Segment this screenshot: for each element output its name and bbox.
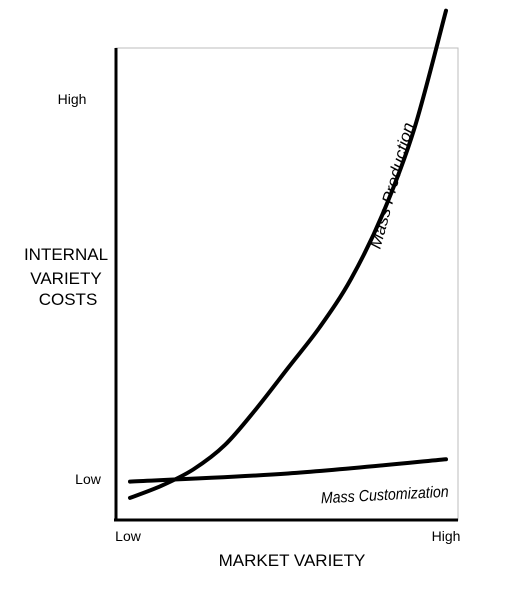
x-tick-low: Low	[115, 528, 142, 544]
y-tick-high: High	[58, 91, 87, 107]
mass-production-curve	[128, 8, 448, 500]
y-axis-title-line-1: INTERNAL	[24, 245, 108, 264]
mass-customization-curve	[128, 457, 448, 484]
mass-customization-label: Mass Customization	[320, 484, 449, 508]
x-axis-title: MARKET VARIETY	[219, 551, 366, 570]
y-axis-title-line-2: VARIETY	[30, 269, 101, 288]
x-tick-high: High	[432, 528, 461, 544]
mass-production-label: Mass Production	[368, 121, 418, 251]
y-axis-title-line-3: COSTS	[39, 290, 98, 309]
plot-frame	[115, 47, 459, 521]
y-tick-low: Low	[75, 471, 102, 487]
